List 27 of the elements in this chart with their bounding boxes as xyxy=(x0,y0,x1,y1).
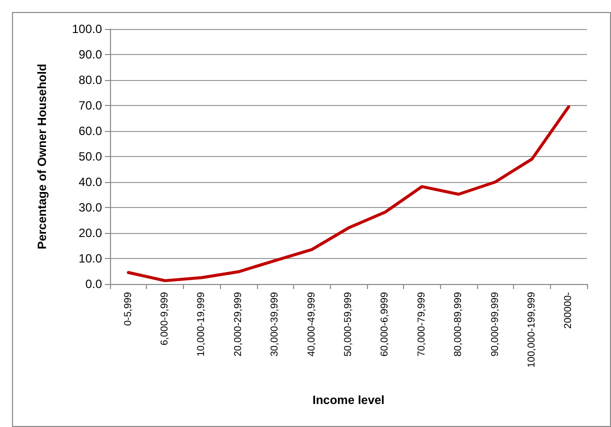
y-tick-label: 40.0 xyxy=(78,175,102,189)
x-tick-label: 100,000-199,999 xyxy=(526,292,538,368)
y-tick-label: 30.0 xyxy=(78,200,102,214)
y-tick-label: 80.0 xyxy=(78,73,102,87)
y-tick-label: 60.0 xyxy=(78,124,102,138)
y-tick-label: 70.0 xyxy=(78,98,102,112)
x-tick-label: 60,000-6,9999 xyxy=(380,292,391,357)
x-tick-label: 0-5,999 xyxy=(122,292,134,326)
x-tick-label: 20,000-29,999 xyxy=(232,292,244,357)
y-tick-label: 0.0 xyxy=(85,277,102,291)
x-tick-label: 50,000-59,999 xyxy=(343,292,354,357)
y-tick-label: 10.0 xyxy=(78,252,102,266)
x-tick-label: 40,000-49,999 xyxy=(306,292,318,357)
y-tick-label: 100.0 xyxy=(72,22,102,36)
x-tick-label: 200000- xyxy=(563,292,574,329)
y-tick-label: 20.0 xyxy=(78,226,102,240)
x-tick-label: 6,000-9,999 xyxy=(160,292,171,346)
y-tick-label: 90.0 xyxy=(78,48,102,62)
x-axis-title: Income level xyxy=(312,393,385,407)
x-tick-label: 10,000-19,999 xyxy=(196,292,208,357)
y-axis-title: Percentage of Owner Household xyxy=(35,64,49,250)
y-tick-label: 50.0 xyxy=(78,150,102,164)
line-series xyxy=(126,105,570,282)
x-tick-label: 70,000-79,999 xyxy=(416,292,428,357)
x-tick-label: 80,000-89,999 xyxy=(453,292,464,357)
x-tick-label: 30,000-39,999 xyxy=(270,292,281,357)
x-tick-label: 90,000-99,999 xyxy=(490,292,501,357)
